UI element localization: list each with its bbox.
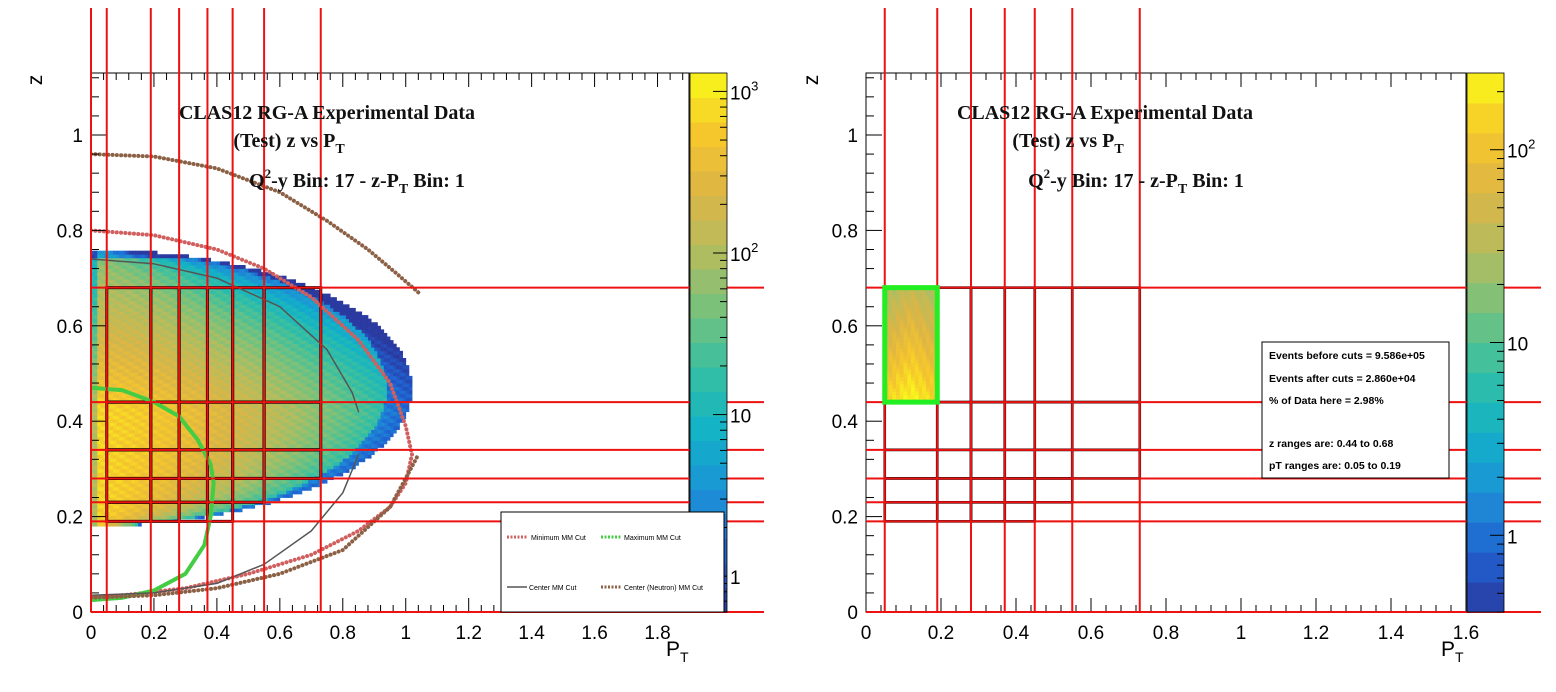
left-y-tick-label: 0.8 (57, 221, 83, 242)
left-colorbar-band (690, 343, 727, 368)
left-colorbar-band (690, 490, 727, 515)
right-x-tick-label: 0 (861, 623, 872, 644)
left-y-tick-label: 1 (72, 126, 83, 147)
left-colorbar-band (690, 73, 727, 98)
right-colorbar-band (1467, 372, 1504, 402)
left-colorbar-band (690, 98, 727, 123)
legend-max-label: Maximum MM Cut (624, 535, 681, 542)
right-x-tick-label: 0.8 (1153, 623, 1179, 644)
right-colorbar-band (1467, 163, 1504, 193)
left-colorbar-band (690, 171, 727, 196)
right-x-tick-label: 1.6 (1453, 623, 1479, 644)
legend-min-label: Minimum MM Cut (531, 535, 586, 542)
right-colorbar-band (1467, 223, 1504, 253)
legend-neutron-label: Center (Neutron) MM Cut (624, 585, 703, 592)
right-x-tick-label: 1 (1236, 623, 1247, 644)
right-colorbar-band (1467, 432, 1504, 462)
stats-frame (1262, 342, 1449, 478)
right-heatmap (885, 288, 938, 403)
right-colorbar-label: 1 (1507, 527, 1518, 548)
right-y-tick-label: 0.2 (832, 508, 858, 529)
left-colorbar-label: 103 (730, 78, 758, 104)
left-title-line1: CLAS12 RG-A Experimental Data (179, 102, 475, 124)
left-colorbar-band (690, 269, 727, 294)
left-colorbar-band (690, 220, 727, 245)
legend-center-label: Center MM Cut (529, 585, 577, 592)
left-y-tick-label: 0 (72, 603, 83, 624)
stat-pt-range: pT ranges are: 0.05 to 0.19 (1269, 460, 1401, 472)
left-y-tick-label: 0.2 (57, 508, 83, 529)
right-y-axis-label: z (800, 75, 823, 86)
legend-frame (501, 512, 724, 612)
left-x-tick-label: 0 (86, 623, 97, 644)
left-colorbar-band (690, 318, 727, 343)
left-x-tick-label: 0.2 (141, 623, 167, 644)
left-colorbar-label: 102 (730, 240, 758, 266)
left-colorbar-band (690, 367, 727, 392)
legend-box: Minimum MM Cut Maximum MM Cut Center MM … (501, 512, 724, 612)
right-colorbar-band (1467, 522, 1504, 552)
right-y-tick-label: 0.6 (832, 317, 858, 338)
right-colorbar-band (1467, 103, 1504, 133)
left-x-tick-label: 0.6 (267, 623, 293, 644)
left-x-tick-label: 1.6 (581, 623, 607, 644)
left-x-tick-label: 1.4 (518, 623, 545, 644)
left-y-axis-label: z (24, 75, 47, 86)
left-y-tick-label: 0.4 (57, 412, 84, 433)
left-colorbar-band (690, 416, 727, 441)
left-colorbar-band (690, 147, 727, 172)
left-x-tick-label: 0.4 (204, 623, 231, 644)
right-colorbar-band (1467, 253, 1504, 283)
left-x-tick-label: 1.2 (455, 623, 481, 644)
right-colorbar-band (1467, 402, 1504, 432)
stat-events-before: Events before cuts = 9.586e+05 (1269, 350, 1425, 362)
right-colorbar-band (1467, 313, 1504, 343)
right-y-tick-label: 0.8 (832, 221, 858, 242)
right-x-tick-label: 0.4 (1003, 623, 1030, 644)
left-colorbar-band (690, 196, 727, 221)
right-x-tick-label: 0.2 (928, 623, 954, 644)
right-title-line1: CLAS12 RG-A Experimental Data (957, 102, 1253, 124)
left-y-tick-label: 0.6 (57, 317, 83, 338)
stat-percent: % of Data here = 2.98% (1269, 395, 1384, 407)
left-colorbar-band (690, 294, 727, 319)
right-x-tick-label: 1.2 (1303, 623, 1329, 644)
left-x-tick-label: 1 (400, 623, 411, 644)
left-colorbar-band (690, 392, 727, 417)
right-colorbar: 1 10 102 (1467, 73, 1535, 613)
left-x-axis-label: PT (666, 638, 689, 665)
left-colorbar-band (690, 245, 727, 270)
right-colorbar-label: 102 (1507, 137, 1535, 163)
left-colorbar-band (690, 465, 727, 490)
stat-z-range: z ranges are: 0.44 to 0.68 (1269, 438, 1393, 450)
left-colorbar-band (690, 122, 727, 147)
right-x-tick-label: 1.4 (1378, 623, 1405, 644)
right-colorbar-band (1467, 73, 1504, 103)
left-x-tick-label: 0.8 (330, 623, 356, 644)
left-colorbar-label: 10 (730, 407, 751, 428)
stats-box: Events before cuts = 9.586e+05 Events af… (1262, 342, 1449, 478)
right-x-tick-label: 0.6 (1078, 623, 1104, 644)
right-colorbar-band (1467, 343, 1504, 373)
right-y-tick-label: 1 (847, 126, 858, 147)
left-colorbar-label: 1 (730, 568, 741, 589)
right-colorbar-label: 10 (1507, 335, 1528, 356)
right-y-tick-label: 0 (847, 603, 858, 624)
left-colorbar-band (690, 441, 727, 466)
right-colorbar-band (1467, 283, 1504, 313)
right-colorbar-band (1467, 582, 1504, 612)
right-colorbar-band (1467, 492, 1504, 522)
stat-events-after: Events after cuts = 2.860e+04 (1269, 373, 1416, 385)
right-y-tick-label: 0.4 (832, 412, 859, 433)
